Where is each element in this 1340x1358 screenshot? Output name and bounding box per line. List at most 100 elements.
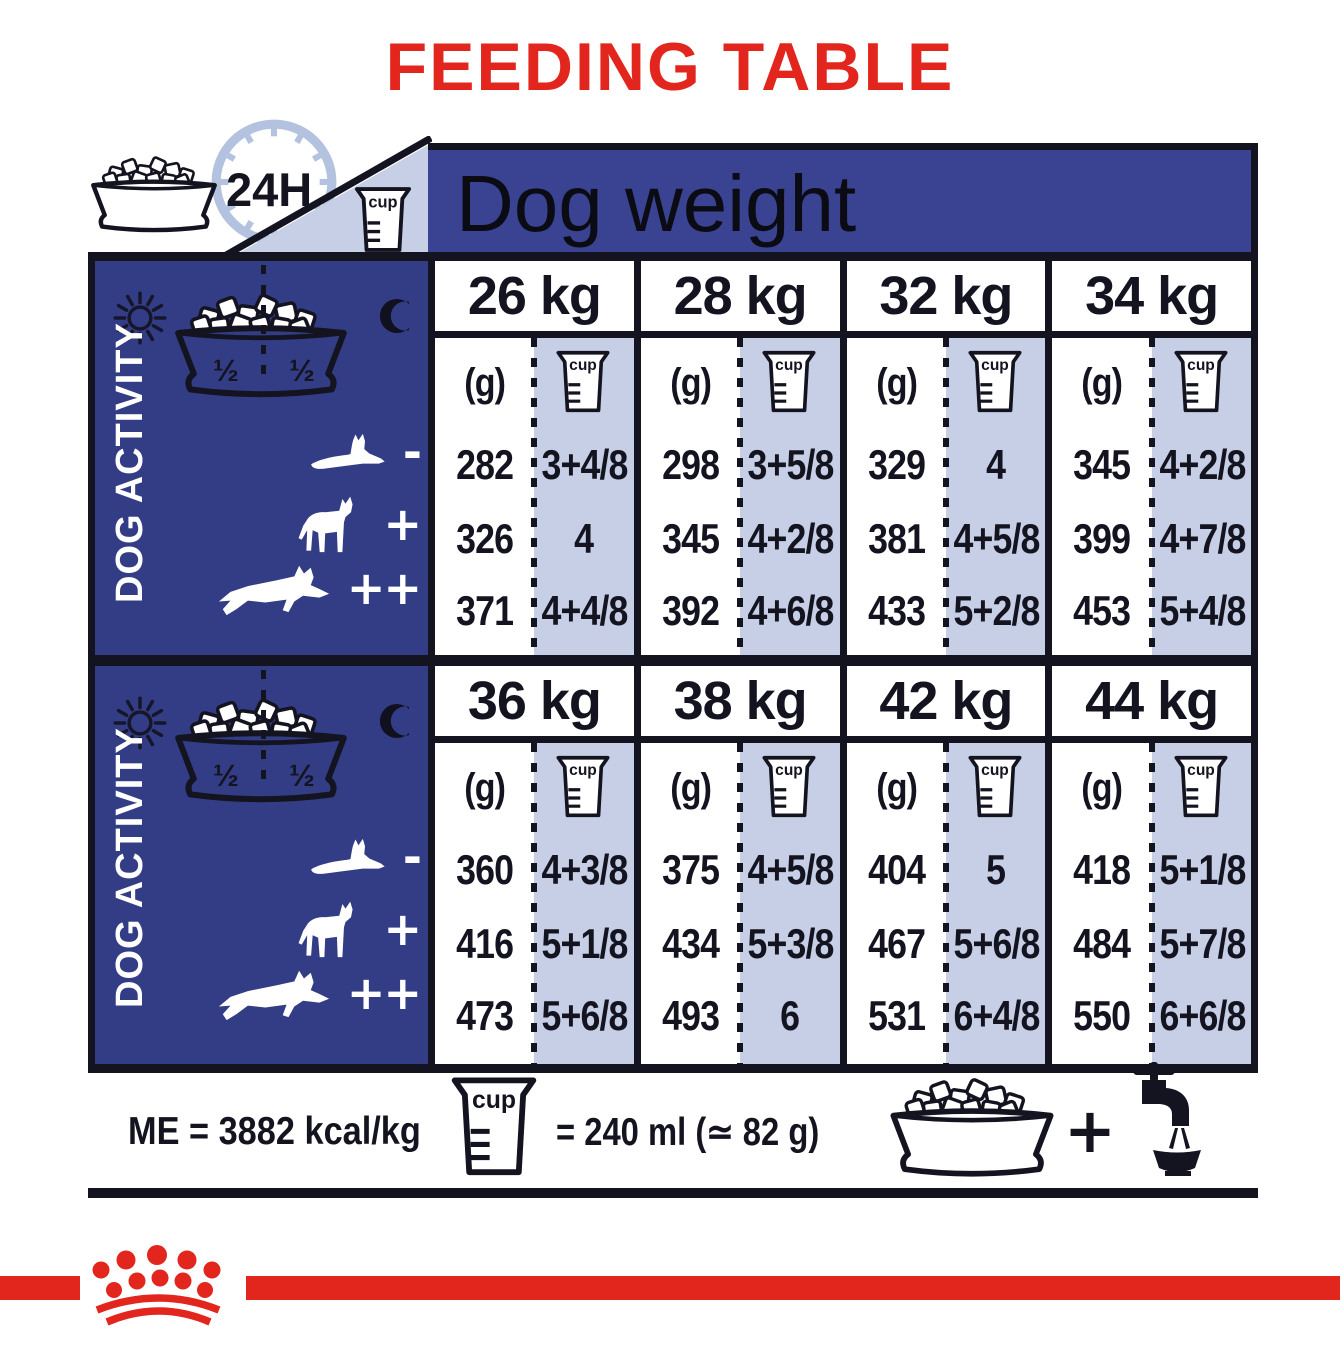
weight-header: 32 kg [846,261,1046,338]
grams-value: 433 [867,587,926,634]
measuring-cup-icon: cup [555,350,611,414]
dog-running-icon [215,964,333,1022]
weight-column: 28 kg (g) cup 298 3+5/8 345 4+2/8 392 4+… [633,261,840,655]
cups-value: 5+6/8 [953,920,1040,967]
grams-value: 531 [867,992,926,1039]
grams-value: 399 [1073,515,1131,562]
svg-text:cup: cup [570,357,598,374]
cups-value: 4+5/8 [953,515,1040,562]
cups-value: 6+4/8 [953,992,1040,1039]
weight-column: 32 kg (g) cup 329 4 381 4+5/8 433 5+2/8 [839,261,1046,655]
moon-icon [375,698,409,744]
cups-value: 4+6/8 [747,587,835,634]
grams-unit-label: (g) [1081,766,1123,810]
grams-value: 360 [456,846,514,893]
page-title: FEEDING TABLE [385,29,955,105]
grams-value: 473 [456,992,514,1039]
grams-value: 493 [661,992,720,1039]
weight-column: 26 kg (g) cup 282 3+4/8 326 4 371 4+4/8 [428,261,634,655]
cups-value: 3+4/8 [541,441,629,488]
cups-value: 6+6/8 [1159,992,1246,1039]
dog-lying-icon [309,832,389,882]
weight-data: (g) cup 418 5+1/8 484 5+7/8 550 6+6/8 [1052,743,1251,1064]
bowl-split-line [261,265,266,385]
svg-text:cup: cup [775,357,803,374]
weight-column: 42 kg (g) cup 404 5 467 5+6/8 531 6+4/8 [839,666,1046,1064]
measuring-cup-icon: cup [967,755,1023,819]
measuring-cup-icon: cup [555,755,611,819]
activity-row-medium: + [297,896,422,962]
cups-value: 5+2/8 [953,587,1040,634]
svg-text:cup: cup [1187,357,1215,374]
weight-data: (g) cup 282 3+4/8 326 4 371 4+4/8 [435,338,634,655]
grams-unit-label: (g) [669,766,712,810]
grams-value: 371 [456,587,514,634]
divider [88,655,1258,666]
dog-standing-icon [297,896,369,962]
cups-value: 5 [986,846,1006,893]
weight-header: 44 kg [1052,666,1251,743]
grams-value: 434 [661,920,720,967]
activity-level-medium: + [383,902,422,956]
cups-value: 4+2/8 [747,515,835,562]
grams-value: 326 [456,515,514,562]
weight-data: (g) cup 404 5 467 5+6/8 531 6+4/8 [846,743,1046,1064]
measuring-cup-icon: cup [761,350,817,414]
measuring-cup-icon: cup [354,186,412,254]
weight-header: 42 kg [846,666,1046,743]
measuring-cup-icon: cup [1173,350,1229,414]
dotted-separator [531,338,538,655]
svg-text:cup: cup [368,193,397,211]
activity-row-medium: + [297,491,422,557]
grams-value: 404 [867,846,926,893]
kibble-bowl-icon [886,1070,1058,1184]
grams-value: 375 [661,846,720,893]
grams-unit-label: (g) [464,766,506,810]
cups-value: 6 [780,992,800,1039]
weight-header: 34 kg [1052,261,1251,338]
cups-value: 4+7/8 [1159,515,1246,562]
divider [88,252,1258,261]
dog-activity-label: DOG ACTIVITY [109,727,151,1008]
svg-text:cup: cup [1187,762,1215,779]
half-portion-label: ½ [213,758,239,793]
grams-value: 453 [1073,587,1131,634]
dotted-separator [942,743,949,1064]
weight-data: (g) cup 375 4+5/8 434 5+3/8 493 6 [640,743,840,1064]
half-portion-label: ½ [289,758,315,793]
activity-level-medium: + [383,497,422,551]
activity-row-high: ++ [215,964,422,1022]
svg-text:cup: cup [570,762,598,779]
activity-level-high: ++ [346,561,422,615]
cups-value: 4+4/8 [541,587,629,634]
dotted-separator [1148,743,1155,1064]
activity-level-low: - [402,425,422,479]
water-tap-icon [1106,1058,1206,1184]
dog-standing-icon [297,491,369,557]
cups-value: 4 [986,441,1006,488]
cups-value: 4+5/8 [747,846,835,893]
red-band [0,1276,80,1300]
grams-value: 418 [1073,846,1131,893]
grams-value: 298 [661,441,720,488]
grams-value: 467 [867,920,926,967]
svg-text:cup: cup [981,357,1009,374]
red-band [246,1276,1340,1300]
activity-row-low: - [309,425,422,479]
dog-activity-panel: ½ ½ DOG ACTIVITY - + ++ [88,666,428,1064]
grams-value: 484 [1073,920,1131,967]
grams-unit-label: (g) [875,766,918,810]
royal-canin-crown-logo [92,1245,221,1326]
weight-header: 38 kg [640,666,840,743]
grams-unit-label: (g) [875,361,918,405]
weight-header: 28 kg [640,261,840,338]
activity-level-high: ++ [346,966,422,1020]
grams-value: 329 [867,441,926,488]
plus-icon: + [1064,1094,1116,1167]
svg-text:cup: cup [981,762,1009,779]
dog-weight-header: Dog weight [428,143,1258,258]
cups-value: 5+4/8 [1159,587,1246,634]
weight-column: 34 kg (g) cup 345 4+2/8 399 4+7/8 453 5+… [1045,261,1251,655]
bottom-rule [88,1188,1258,1198]
weight-columns-section-2: 36 kg (g) cup 360 4+3/8 416 5+1/8 473 5+… [428,666,1258,1064]
